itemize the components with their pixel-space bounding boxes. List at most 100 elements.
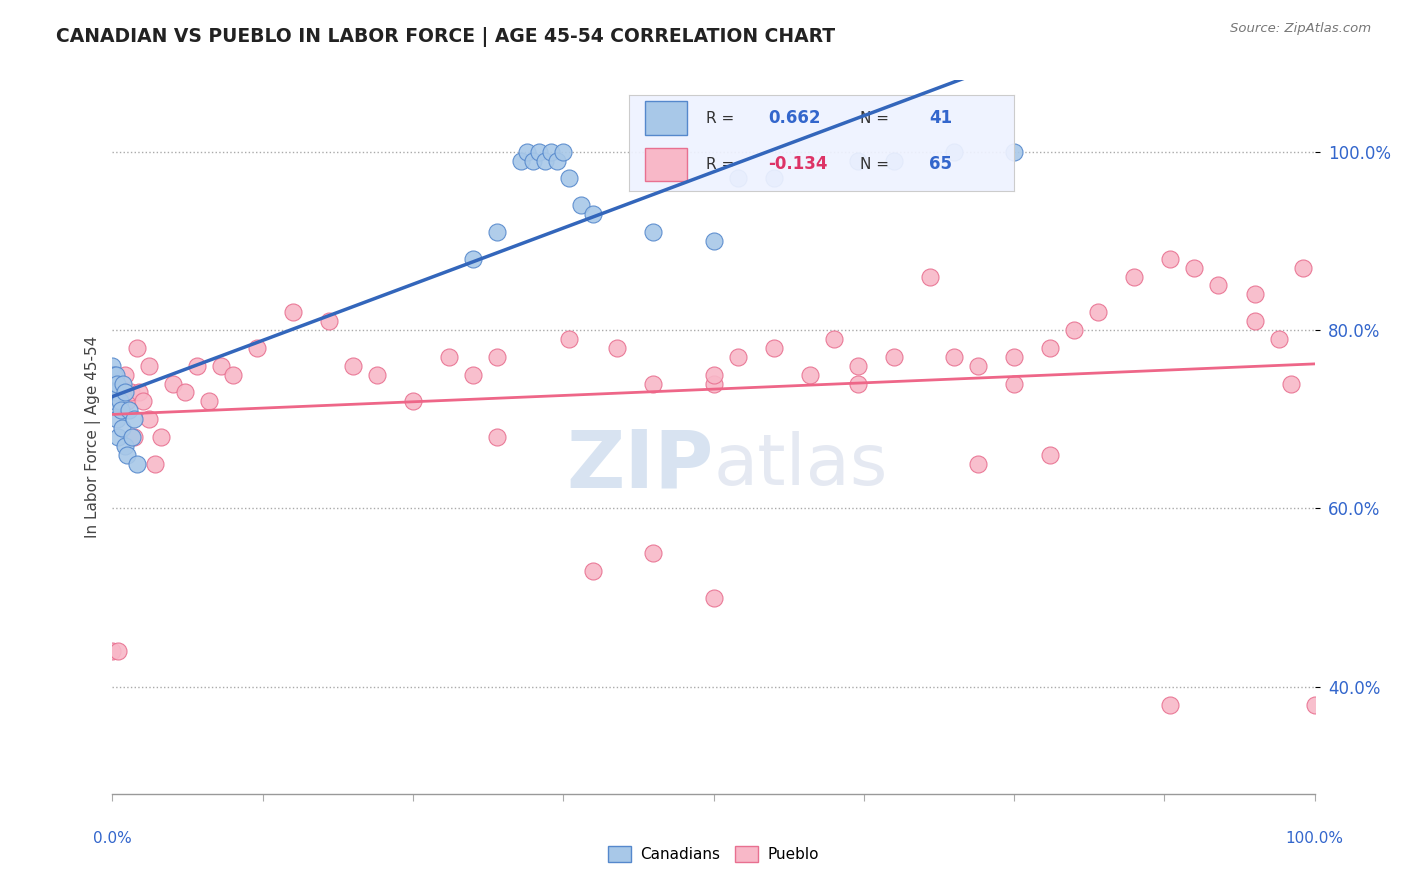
- Point: [120, 385, 142, 400]
- Point: [883, 350, 905, 364]
- Point: [1303, 698, 1326, 712]
- Point: [643, 225, 665, 239]
- Point: [122, 430, 145, 444]
- Point: [318, 314, 340, 328]
- Text: Source: ZipAtlas.com: Source: ZipAtlas.com: [1230, 22, 1371, 36]
- Point: [114, 385, 136, 400]
- Point: [702, 376, 725, 391]
- Point: [101, 644, 124, 658]
- Point: [115, 448, 138, 462]
- Point: [121, 430, 143, 444]
- Point: [128, 385, 150, 400]
- Point: [246, 341, 269, 355]
- Point: [918, 269, 941, 284]
- Point: [942, 145, 965, 159]
- Point: [114, 439, 136, 453]
- Point: [1039, 341, 1062, 355]
- Point: [342, 359, 364, 373]
- Point: [122, 412, 145, 426]
- Point: [115, 394, 138, 409]
- Point: [138, 412, 160, 426]
- Point: [1291, 260, 1313, 275]
- Y-axis label: In Labor Force | Age 45-54: In Labor Force | Age 45-54: [86, 336, 101, 538]
- Point: [823, 332, 845, 346]
- Point: [510, 153, 533, 168]
- Point: [222, 368, 245, 382]
- Text: 0.0%: 0.0%: [93, 831, 132, 846]
- Point: [1267, 332, 1289, 346]
- Text: 100.0%: 100.0%: [1285, 831, 1344, 846]
- Point: [582, 207, 605, 221]
- Point: [727, 171, 749, 186]
- Point: [553, 145, 575, 159]
- Point: [846, 376, 869, 391]
- Point: [107, 430, 129, 444]
- Point: [281, 305, 304, 319]
- Point: [114, 368, 136, 382]
- Point: [967, 359, 990, 373]
- Point: [1002, 350, 1025, 364]
- Point: [112, 376, 135, 391]
- Point: [186, 359, 208, 373]
- Point: [104, 394, 127, 409]
- Point: [486, 350, 509, 364]
- Point: [762, 341, 785, 355]
- Point: [799, 368, 821, 382]
- Point: [558, 171, 581, 186]
- Point: [1087, 305, 1109, 319]
- Point: [942, 350, 965, 364]
- Point: [103, 368, 125, 382]
- Point: [883, 153, 905, 168]
- Point: [516, 145, 538, 159]
- Point: [606, 341, 628, 355]
- Point: [402, 394, 425, 409]
- Point: [173, 385, 195, 400]
- Point: [105, 412, 128, 426]
- Point: [101, 359, 124, 373]
- Point: [1123, 269, 1146, 284]
- Point: [529, 145, 551, 159]
- Point: [643, 376, 665, 391]
- Point: [366, 368, 388, 382]
- Point: [125, 457, 148, 471]
- Point: [762, 171, 785, 186]
- Point: [197, 394, 219, 409]
- Point: [702, 591, 725, 605]
- Legend: Canadians, Pueblo: Canadians, Pueblo: [602, 840, 825, 868]
- Point: [1279, 376, 1302, 391]
- Point: [522, 153, 544, 168]
- Point: [546, 153, 568, 168]
- Point: [209, 359, 232, 373]
- Point: [111, 421, 134, 435]
- Point: [108, 394, 131, 409]
- Point: [149, 430, 172, 444]
- Point: [540, 145, 562, 159]
- Point: [1159, 698, 1181, 712]
- Point: [107, 644, 129, 658]
- Point: [1039, 448, 1062, 462]
- Point: [1208, 278, 1230, 293]
- Point: [461, 368, 484, 382]
- Point: [105, 376, 128, 391]
- Point: [1184, 260, 1206, 275]
- Point: [1002, 376, 1025, 391]
- Point: [131, 394, 153, 409]
- Point: [558, 332, 581, 346]
- Point: [138, 359, 160, 373]
- Point: [486, 225, 509, 239]
- Point: [534, 153, 557, 168]
- Point: [846, 153, 869, 168]
- Point: [1159, 252, 1181, 266]
- Text: atlas: atlas: [713, 431, 889, 500]
- Point: [162, 376, 184, 391]
- Point: [143, 457, 166, 471]
- Point: [1063, 323, 1085, 337]
- Point: [1243, 287, 1265, 301]
- Point: [110, 403, 132, 417]
- Point: [967, 457, 990, 471]
- Point: [1243, 314, 1265, 328]
- Point: [105, 385, 128, 400]
- Point: [846, 359, 869, 373]
- Point: [702, 234, 725, 248]
- Point: [1002, 145, 1025, 159]
